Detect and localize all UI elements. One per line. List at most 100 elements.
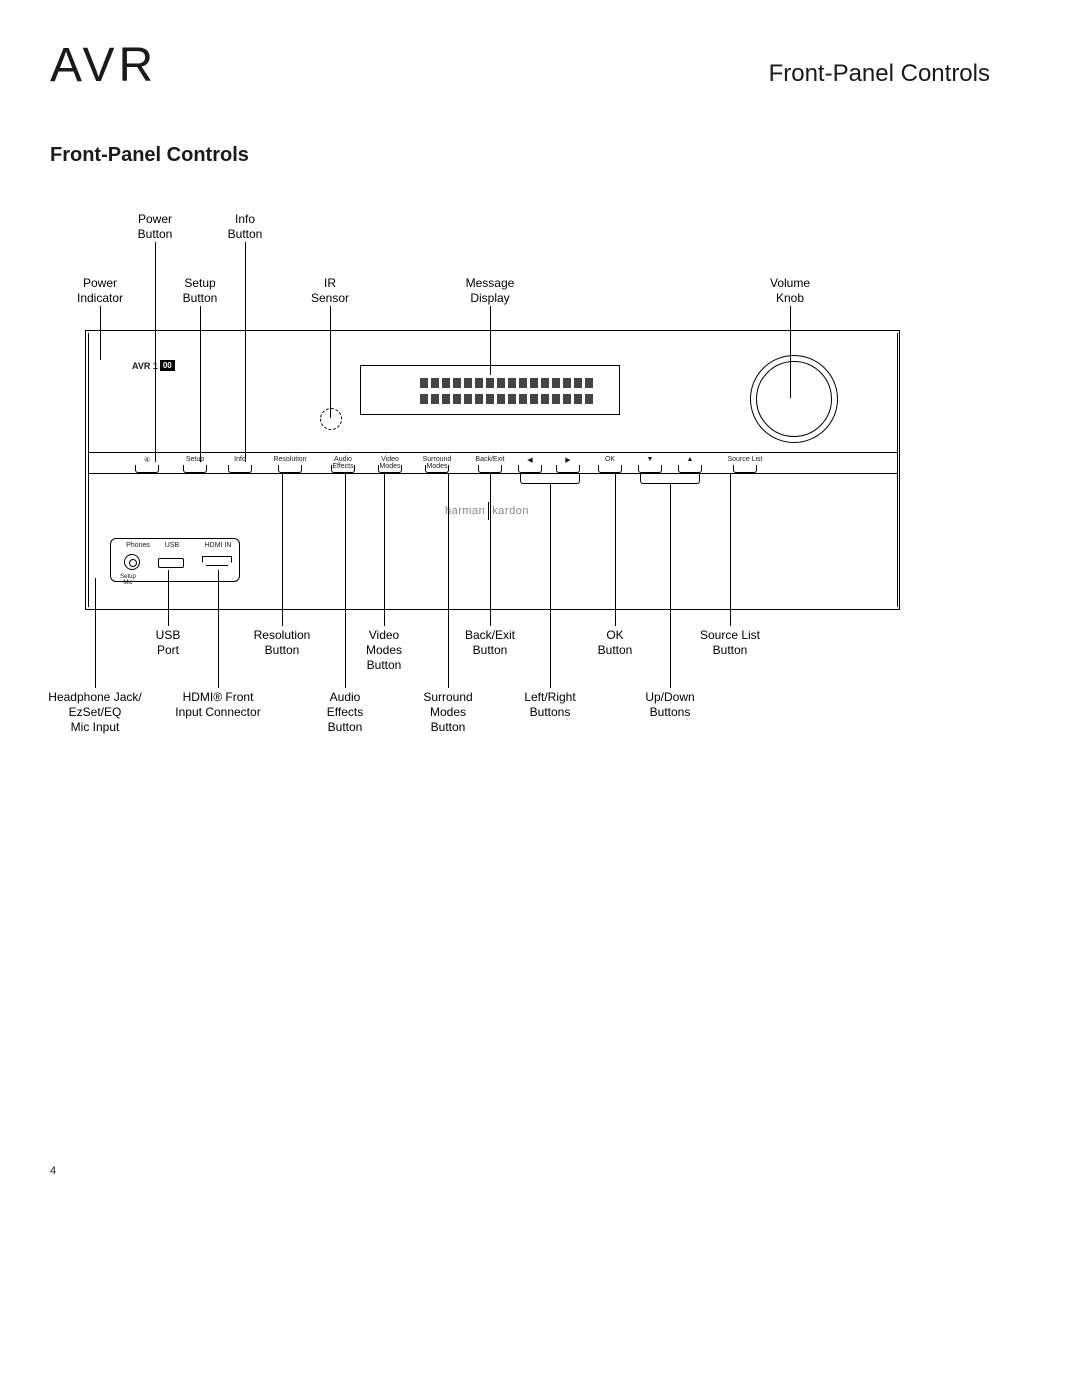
panel-inner-left bbox=[88, 333, 89, 607]
btn-bracket-0 bbox=[135, 465, 159, 473]
btn-bracket-9 bbox=[556, 465, 580, 473]
leader-b2-3 bbox=[448, 473, 449, 688]
headphone-jack bbox=[124, 554, 140, 570]
display-seg bbox=[508, 394, 516, 404]
section-title: Front-Panel Controls bbox=[50, 144, 249, 167]
ir-sensor bbox=[320, 408, 342, 430]
callout-b2-0: Headphone Jack/ EzSet/EQ Mic Input bbox=[30, 690, 160, 735]
panel-btn-label-9: ▶ bbox=[548, 456, 588, 464]
display-seg bbox=[453, 394, 461, 404]
callout-b2-3: Surround Modes Button bbox=[403, 690, 493, 735]
leader-t2-4 bbox=[790, 306, 791, 398]
port-label-hdmi: HDMI IN bbox=[198, 542, 238, 549]
leader-b1-1 bbox=[282, 473, 283, 626]
callout-t2-2: IR Sensor bbox=[285, 276, 375, 306]
leader-b2-2 bbox=[345, 473, 346, 688]
callout-b1-2: Video Modes Button bbox=[339, 628, 429, 673]
btn-bracket-10 bbox=[598, 465, 622, 473]
btn-bracket-8 bbox=[518, 465, 542, 473]
btn-bracket-12 bbox=[678, 465, 702, 473]
display-seg bbox=[431, 394, 439, 404]
panel-btn-label-12: ▲ bbox=[670, 456, 710, 463]
display-seg bbox=[552, 378, 560, 388]
display-seg bbox=[464, 394, 472, 404]
hdmi-slot bbox=[202, 556, 232, 566]
callout-b1-0: USB Port bbox=[123, 628, 213, 658]
display-seg bbox=[552, 394, 560, 404]
display-seg bbox=[442, 378, 450, 388]
display-seg bbox=[541, 394, 549, 404]
leader-b1-0 bbox=[168, 570, 169, 626]
btn-bracket-2 bbox=[228, 465, 252, 473]
usb-slot bbox=[158, 558, 184, 568]
panel-btn-label-13: Source List bbox=[725, 456, 765, 463]
model-text: AVR 1 bbox=[132, 361, 158, 371]
leader-t1-1 bbox=[245, 242, 246, 462]
port-label-usb: USB bbox=[152, 542, 192, 549]
callout-b2-2: Audio Effects Button bbox=[300, 690, 390, 735]
page-number: 4 bbox=[50, 1165, 56, 1177]
callout-b1-1: Resolution Button bbox=[237, 628, 327, 658]
callout-b1-5: Source List Button bbox=[685, 628, 775, 658]
panel-btn-label-11: ▼ bbox=[630, 456, 670, 463]
model-badge: AVR 1 00 bbox=[132, 360, 175, 371]
callout-b2-5: Up/Down Buttons bbox=[625, 690, 715, 720]
btn-bracket-7 bbox=[478, 465, 502, 473]
btn-bracket-11 bbox=[638, 465, 662, 473]
display-seg bbox=[574, 394, 582, 404]
callout-t2-1: Setup Button bbox=[155, 276, 245, 306]
display-seg bbox=[497, 378, 505, 388]
leader-b1-3 bbox=[490, 473, 491, 626]
btn-bracket-13 bbox=[733, 465, 757, 473]
logo: AVR bbox=[50, 38, 157, 93]
leader-t1-0 bbox=[155, 242, 156, 462]
display-seg bbox=[563, 394, 571, 404]
btn-bracket-4 bbox=[331, 465, 355, 473]
brand-left: harman bbox=[445, 505, 485, 517]
display-seg bbox=[585, 394, 593, 404]
display-seg bbox=[453, 378, 461, 388]
callout-b1-3: Back/Exit Button bbox=[445, 628, 535, 658]
leader-b2-5 bbox=[670, 484, 671, 688]
panel-btn-label-2: Info bbox=[220, 456, 260, 463]
display-seg bbox=[486, 394, 494, 404]
button-row-botline bbox=[88, 473, 897, 474]
display-seg bbox=[475, 394, 483, 404]
display-seg bbox=[420, 378, 428, 388]
callout-b1-4: OK Button bbox=[570, 628, 660, 658]
display-seg bbox=[431, 378, 439, 388]
mic-label: Setup Mic bbox=[108, 574, 148, 586]
btn-bracket-5 bbox=[378, 465, 402, 473]
display-seg bbox=[442, 394, 450, 404]
panel-btn-label-1: Setup bbox=[175, 456, 215, 463]
leader-t2-2 bbox=[330, 306, 331, 418]
callout-t2-0: Power Indicator bbox=[55, 276, 145, 306]
leader-b1-2 bbox=[384, 473, 385, 626]
btn-pair-bracket-0 bbox=[520, 474, 580, 484]
display-row-2 bbox=[420, 394, 593, 404]
leader-b1-5 bbox=[730, 473, 731, 626]
btn-pair-bracket-1 bbox=[640, 474, 700, 484]
model-suffix: 00 bbox=[160, 360, 175, 371]
display-seg bbox=[497, 394, 505, 404]
panel-btn-label-8: ◀ bbox=[510, 456, 550, 464]
display-seg bbox=[585, 378, 593, 388]
callout-t1-0: Power Button bbox=[110, 212, 200, 242]
display-seg bbox=[486, 378, 494, 388]
panel-btn-label-10: OK bbox=[590, 456, 630, 463]
callout-t2-3: Message Display bbox=[445, 276, 535, 306]
panel-btn-label-3: Resolution bbox=[270, 456, 310, 463]
callout-b2-4: Left/Right Buttons bbox=[505, 690, 595, 720]
leader-b2-0 bbox=[95, 578, 96, 688]
display-seg bbox=[508, 378, 516, 388]
panel-inner-right bbox=[897, 333, 898, 607]
display-seg bbox=[519, 378, 527, 388]
btn-bracket-1 bbox=[183, 465, 207, 473]
btn-bracket-3 bbox=[278, 465, 302, 473]
brand-right: kardon bbox=[492, 505, 529, 517]
panel-btn-label-0: ④ bbox=[127, 456, 167, 464]
display-seg bbox=[563, 378, 571, 388]
btn-bracket-6 bbox=[425, 465, 449, 473]
display-seg bbox=[475, 378, 483, 388]
leader-t2-3 bbox=[490, 306, 491, 375]
